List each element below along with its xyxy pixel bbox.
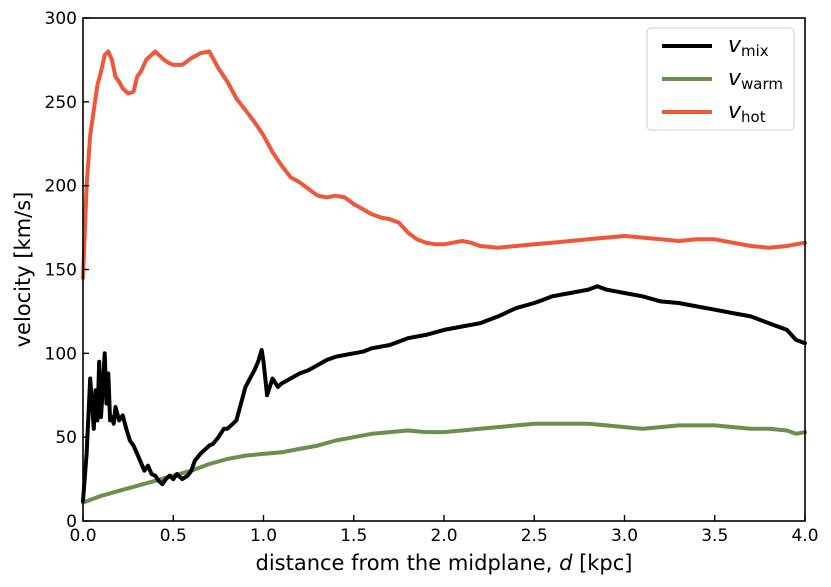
plot-area	[81, 49, 807, 505]
y-tick-label: 200	[45, 177, 77, 197]
x-tick-label: 2.0	[430, 526, 457, 546]
series-line-mix	[81, 284, 807, 503]
x-axis-label-prefix: distance from the midplane,	[255, 551, 559, 575]
x-tick-label: 0.5	[160, 526, 187, 546]
series-line-warm	[81, 421, 807, 505]
x-tick-label: 4.0	[791, 526, 818, 546]
legend-label-warm: vwarm	[728, 66, 783, 93]
legend-label-hot: vhot	[728, 99, 766, 126]
y-tick-label: 300	[45, 9, 77, 29]
x-axis-label-suffix: [kpc]	[572, 551, 632, 575]
legend: vmix vwarm vhot	[646, 27, 795, 131]
y-tick-label: 100	[45, 344, 77, 364]
x-tick-label: 1.5	[340, 526, 367, 546]
x-axis-label: distance from the midplane, d [kpc]	[255, 551, 632, 575]
y-tick-label: 50	[55, 428, 77, 448]
legend-box	[646, 27, 795, 131]
y-axis-label: velocity [km/s]	[11, 192, 35, 348]
x-tick-label: 2.5	[521, 526, 548, 546]
axis-ticks: 0.0 0.5 1.0 1.5 2.0 2.5 3.0 3.5 4.0 0 50 100 150 200 2…	[45, 9, 819, 546]
x-tick-label: 0.0	[69, 526, 96, 546]
x-tick-label: 3.5	[701, 526, 728, 546]
x-axis-label-variable: d	[559, 551, 573, 575]
x-tick-label: 3.0	[611, 526, 638, 546]
legend-label-mix: vmix	[728, 33, 769, 60]
y-tick-label: 0	[66, 512, 77, 532]
y-tick-label: 250	[45, 93, 77, 113]
y-tick-label: 150	[45, 261, 77, 281]
x-tick-label: 1.0	[250, 526, 277, 546]
series-line-hot	[81, 49, 807, 280]
